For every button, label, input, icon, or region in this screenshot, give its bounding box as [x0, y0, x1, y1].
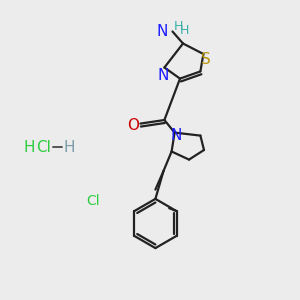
- Text: N: N: [157, 24, 168, 39]
- Text: S: S: [201, 52, 210, 68]
- Text: N: N: [158, 68, 169, 83]
- Text: H: H: [64, 140, 75, 154]
- Text: H: H: [174, 20, 183, 33]
- Text: Cl: Cl: [86, 194, 100, 208]
- Text: O: O: [128, 118, 140, 133]
- Text: N: N: [171, 128, 182, 143]
- Text: Cl: Cl: [36, 140, 51, 154]
- Text: H: H: [23, 140, 35, 154]
- Text: H: H: [180, 24, 189, 38]
